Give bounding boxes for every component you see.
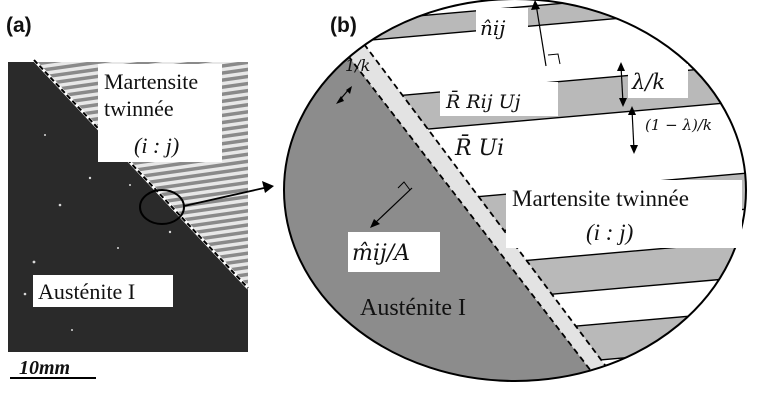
spacing-1k-label: 1/k [345, 56, 370, 75]
austenite-label-box [33, 275, 173, 307]
zoom-arrow-line [183, 187, 265, 207]
austenite-b-label: Austénite I [360, 295, 466, 321]
interface-layer [336, 28, 626, 381]
normal-n-line [535, 3, 547, 67]
right-angle-m [397, 181, 411, 191]
austenite-region [284, 40, 608, 381]
interface-line-lower [335, 39, 609, 381]
zoom-ellipse [283, 0, 747, 382]
martensite-b-line1: Martensite twinnée [512, 186, 689, 211]
zoom-arrow-head [262, 181, 274, 193]
interface-line-upper [351, 27, 627, 381]
habit-plane-line [33, 59, 249, 289]
zoom-circle [139, 189, 185, 225]
panel-b-label: (b) [330, 14, 357, 37]
normal-n-box [476, 8, 528, 46]
right-angle-n [547, 53, 561, 65]
normal-m-label: m̂ij/A [352, 241, 410, 266]
martensite-label-line2: twinnée [104, 96, 174, 121]
martensite-b-line2: (i : j) [586, 220, 633, 245]
martensite-label-line1: Martensite [104, 69, 198, 94]
lambda-k-arrow [620, 65, 624, 104]
lambda-k-label: λ/k [631, 70, 665, 94]
martensite-label-variant: (i : j) [134, 133, 179, 158]
micrograph: Martensite twinnée (i : j) Austénite I [8, 58, 250, 352]
normal-n-head [531, 0, 540, 10]
normal-n-label: n̂ij [480, 16, 505, 40]
variant-j-label: R̄ Rij Uj [445, 90, 521, 113]
normal-m-line [373, 187, 413, 225]
austenite-label: Austénite I [38, 279, 135, 304]
lambda-k-box [628, 64, 688, 98]
one-minus-lambda-arrow [631, 109, 635, 151]
variant-i-label: R̄ Ui [454, 134, 504, 161]
one-minus-lambda-label: (1 − λ)/k [645, 116, 712, 134]
martensite-label-box [98, 64, 222, 162]
panel-a-label: (a) [6, 14, 32, 37]
variant-j-box [440, 82, 558, 116]
normal-m-box [348, 232, 440, 272]
scale-bar-label: 10mm [19, 357, 70, 379]
normal-m-head [370, 219, 380, 228]
martensite-b-box [506, 180, 742, 248]
